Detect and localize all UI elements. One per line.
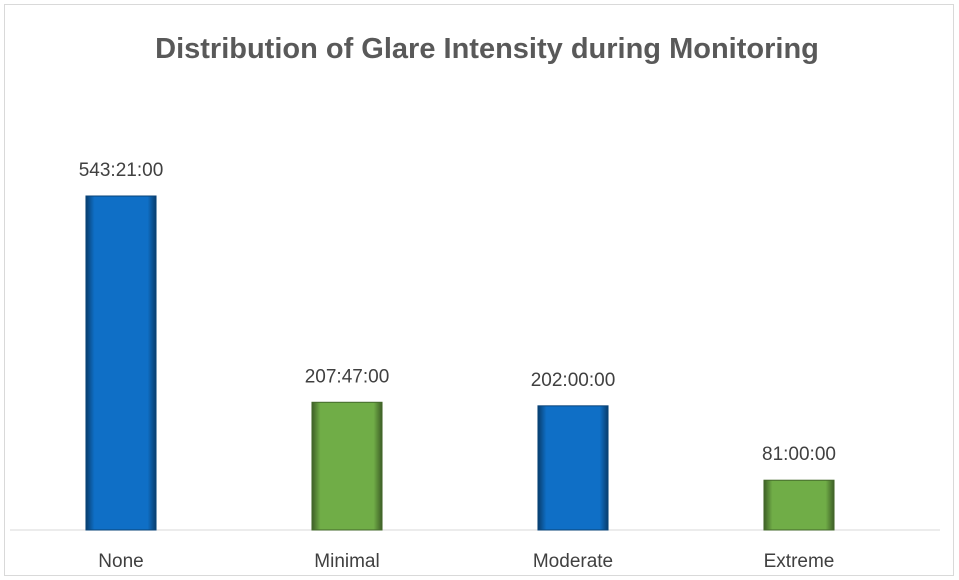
data-label: 543:21:00 [79, 160, 164, 181]
x-tick-label: Extreme [764, 551, 835, 572]
data-label: 207:47:00 [305, 366, 390, 387]
x-tick-label: Moderate [533, 551, 613, 572]
x-tick-label: Minimal [314, 551, 379, 572]
chart-title: Distribution of Glare Intensity during M… [155, 33, 819, 65]
data-label: 81:00:00 [762, 444, 836, 465]
bar [763, 479, 835, 531]
bar [85, 195, 157, 531]
chart-frame [4, 4, 954, 576]
bar [537, 405, 609, 531]
x-tick-label: None [98, 551, 143, 572]
bar [311, 401, 383, 531]
data-label: 202:00:00 [531, 370, 616, 391]
